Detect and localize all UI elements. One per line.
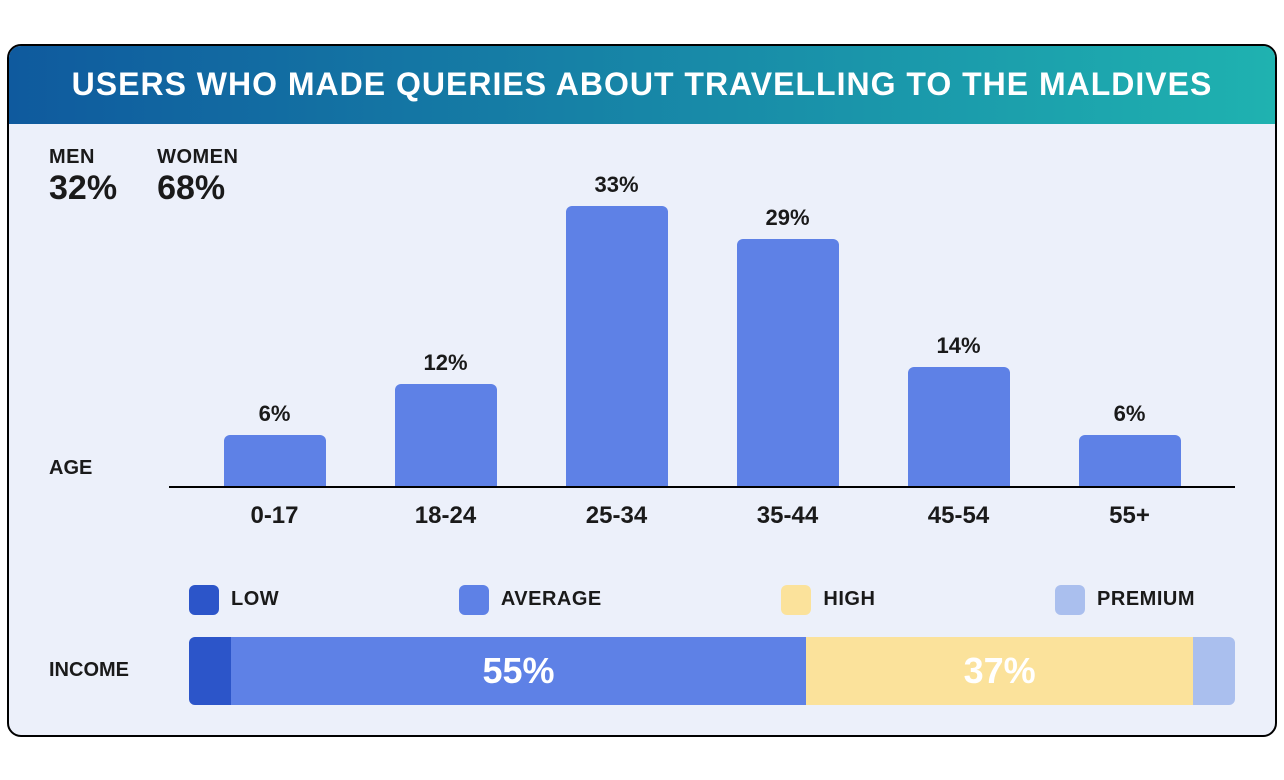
- income-axis-label: INCOME: [49, 659, 159, 682]
- gender-women-label: WOMEN: [157, 146, 238, 169]
- age-chart-section: AGE 6%12%33%29%14%6% 0-1718-2425-3435-44…: [49, 178, 1235, 530]
- age-bar: [908, 367, 1010, 486]
- legend-label: LOW: [231, 588, 279, 611]
- age-category-label: 35-44: [702, 502, 873, 530]
- income-segment-average: 55%: [231, 637, 806, 705]
- income-section: LOW AVERAGE HIGH PREMIUM INCOME 55%37%: [49, 585, 1235, 705]
- age-bar: [737, 239, 839, 485]
- card-content: MEN 32% WOMEN 68% AGE 6%12%33%29%14%6% 0…: [9, 124, 1275, 735]
- age-bar: [395, 384, 497, 486]
- age-bar-value-label: 33%: [594, 172, 638, 198]
- age-bar-wrapper: 12%: [360, 350, 531, 486]
- income-segment-high: 37%: [806, 637, 1193, 705]
- age-bar: [566, 206, 668, 486]
- income-legend: LOW AVERAGE HIGH PREMIUM: [49, 585, 1235, 615]
- legend-swatch: [1055, 585, 1085, 615]
- age-bar-value-label: 6%: [1114, 401, 1146, 427]
- age-bars-container: 6%12%33%29%14%6%: [169, 178, 1235, 488]
- infographic-card: USERS WHO MADE QUERIES ABOUT TRAVELLING …: [7, 44, 1277, 737]
- legend-item: PREMIUM: [1055, 585, 1195, 615]
- income-segment-premium: [1193, 637, 1235, 705]
- legend-label: HIGH: [823, 588, 875, 611]
- age-bar-value-label: 6%: [259, 401, 291, 427]
- age-bar-value-label: 14%: [936, 333, 980, 359]
- age-bar-value-label: 29%: [765, 205, 809, 231]
- gender-men-value: 32%: [49, 169, 117, 208]
- legend-item: LOW: [189, 585, 279, 615]
- gender-men-label: MEN: [49, 146, 117, 169]
- age-categories: 0-1718-2425-3435-4445-5455+: [169, 488, 1235, 530]
- age-bar-wrapper: 6%: [189, 401, 360, 486]
- age-bar-wrapper: 14%: [873, 333, 1044, 486]
- age-category-label: 25-34: [531, 502, 702, 530]
- income-segment-low: [189, 637, 231, 705]
- gender-men: MEN 32%: [49, 146, 117, 208]
- legend-swatch: [781, 585, 811, 615]
- age-bar-wrapper: 29%: [702, 205, 873, 485]
- age-category-label: 55+: [1044, 502, 1215, 530]
- age-category-label: 45-54: [873, 502, 1044, 530]
- age-bar-wrapper: 33%: [531, 172, 702, 486]
- legend-label: AVERAGE: [501, 588, 602, 611]
- age-chart-area: 6%12%33%29%14%6% 0-1718-2425-3435-4445-5…: [169, 178, 1235, 530]
- age-bar-value-label: 12%: [423, 350, 467, 376]
- legend-label: PREMIUM: [1097, 588, 1195, 611]
- age-bar-wrapper: 6%: [1044, 401, 1215, 486]
- legend-item: HIGH: [781, 585, 875, 615]
- age-axis-label: AGE: [49, 457, 169, 530]
- income-bar-row: INCOME 55%37%: [49, 637, 1235, 705]
- legend-item: AVERAGE: [459, 585, 602, 615]
- age-category-label: 0-17: [189, 502, 360, 530]
- age-bar: [1079, 435, 1181, 486]
- legend-swatch: [189, 585, 219, 615]
- age-bar: [224, 435, 326, 486]
- legend-swatch: [459, 585, 489, 615]
- age-category-label: 18-24: [360, 502, 531, 530]
- card-title: USERS WHO MADE QUERIES ABOUT TRAVELLING …: [9, 46, 1275, 124]
- income-stacked-bar: 55%37%: [189, 637, 1235, 705]
